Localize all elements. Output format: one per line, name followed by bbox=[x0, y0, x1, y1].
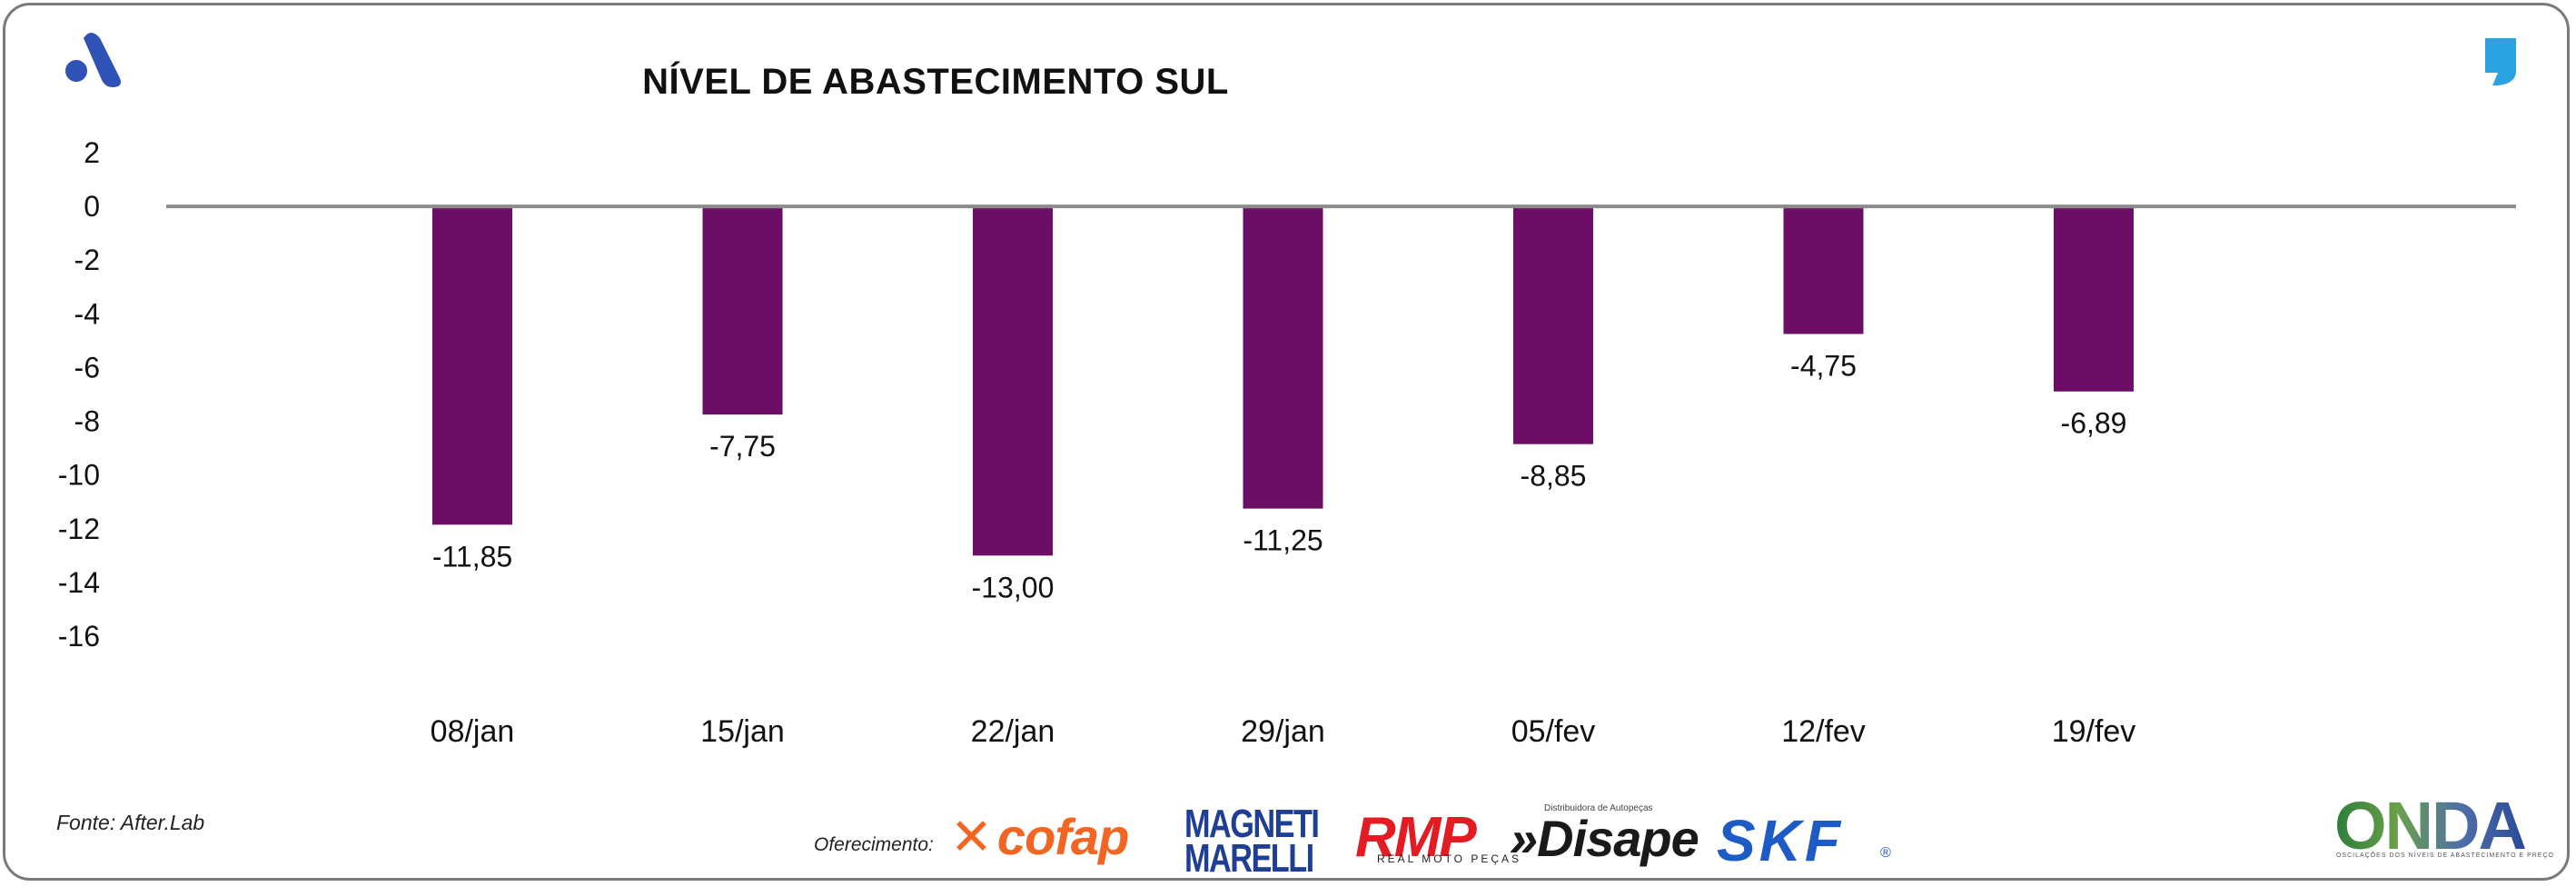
data-label: -6,89 bbox=[2061, 407, 2127, 440]
bar-22/jan bbox=[973, 208, 1053, 556]
x-tick-label: 05/fev bbox=[1511, 714, 1596, 749]
y-tick-label: -8 bbox=[74, 405, 100, 438]
after-lab-logo-icon bbox=[65, 33, 121, 87]
skf-logo: SKF bbox=[1717, 808, 1844, 873]
quote-mark-icon bbox=[2485, 38, 2516, 85]
x-tick-label: 15/jan bbox=[700, 714, 785, 749]
cofap-mark-icon: ✕ bbox=[950, 808, 993, 865]
data-label: -8,85 bbox=[1521, 460, 1587, 493]
sponsor-label: Oferecimento: bbox=[814, 834, 934, 855]
y-tick-label: -2 bbox=[74, 244, 100, 276]
data-label: -13,00 bbox=[972, 571, 1055, 603]
x-tick-label: 29/jan bbox=[1241, 714, 1325, 749]
data-label: -4,75 bbox=[1790, 350, 1857, 383]
data-label: -11,25 bbox=[1243, 524, 1323, 557]
y-tick-label: -10 bbox=[58, 459, 100, 492]
y-tick-label: 2 bbox=[84, 136, 100, 169]
y-tick-label: -16 bbox=[58, 620, 100, 653]
disape-logo: »Disape bbox=[1510, 810, 1699, 867]
registered-mark: ® bbox=[1880, 845, 1891, 861]
bar-29/jan bbox=[1243, 208, 1323, 509]
x-tick-label: 08/jan bbox=[431, 714, 515, 749]
rmp-logo: RMP bbox=[1355, 806, 1477, 869]
y-axis-ticks: 2 0 -2 -4 -6 -8 -10 -12 -14 -16 bbox=[58, 136, 100, 653]
y-tick-label: -14 bbox=[58, 566, 100, 599]
y-tick-label: 0 bbox=[84, 190, 100, 223]
x-tick-label: 19/fev bbox=[2052, 714, 2136, 749]
bar-08/jan bbox=[432, 208, 512, 525]
chart-title: NÍVEL DE ABASTECIMENTO SUL bbox=[642, 62, 1229, 102]
y-tick-label: -4 bbox=[74, 297, 100, 330]
y-tick-label: -12 bbox=[58, 513, 100, 545]
onda-logo: ONDA bbox=[2334, 788, 2527, 863]
bar-15/jan bbox=[702, 208, 783, 415]
bar-19/fev bbox=[2054, 208, 2134, 392]
x-axis-labels: 08/jan 15/jan 22/jan 29/jan 05/fev 12/fev 19/f… bbox=[431, 714, 2136, 749]
cofap-logo-text: cofap bbox=[996, 808, 1129, 865]
x-tick-label: 22/jan bbox=[971, 714, 1055, 749]
disape-logo-subtitle: Distribuidora de Autopeças bbox=[1544, 803, 1653, 813]
source-note: Fonte: After.Lab bbox=[56, 811, 205, 834]
data-label: -7,75 bbox=[709, 430, 776, 463]
cofap-logo: ✕ cofap bbox=[950, 807, 1129, 867]
bar-05/fev bbox=[1513, 208, 1593, 444]
magneti-marelli-logo: MAGNETI MARELLI bbox=[1184, 804, 1320, 881]
bars: -11,85 -7,75 -13,00 -11,25 -8,85 -4,75 -6,89 bbox=[432, 208, 2134, 603]
onda-logo-subtitle: OSCILAÇÕES DOS NÍVEIS DE ABASTECIMENTO E… bbox=[2336, 852, 2554, 859]
bar-12/fev bbox=[1783, 208, 1864, 334]
y-tick-label: -6 bbox=[74, 351, 100, 384]
magneti-logo-bottom: MARELLI bbox=[1184, 836, 1314, 881]
rmp-logo-subtitle: REAL MOTO PEÇAS bbox=[1377, 852, 1522, 865]
data-label: -11,85 bbox=[432, 540, 512, 573]
x-tick-label: 12/fev bbox=[1781, 714, 1866, 749]
